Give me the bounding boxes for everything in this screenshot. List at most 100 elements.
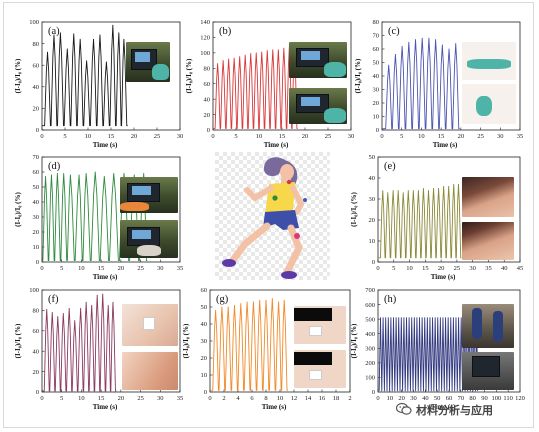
peak-point [443,186,444,187]
plot-frame [41,156,181,263]
peak-point [421,37,423,39]
figure-frame [3,2,534,428]
peak-point [227,306,229,308]
x-tick-label: 0 [376,265,379,272]
x-tick-label: 5 [60,395,63,402]
peak-point [107,304,109,306]
y-tick-label: 40 [201,321,208,328]
panel-label: (a) [48,26,60,37]
peak-point [401,45,403,47]
peak-point [388,64,390,66]
y-tick-label: 10 [201,372,208,379]
panel-label: (f) [48,294,59,305]
peak-point [415,39,416,40]
peak-point [60,32,61,34]
y-axis-label: (I-I₀)/I₀ (%) [14,191,22,226]
peak-point [382,190,384,191]
y-tick-label: 60 [33,169,40,176]
x-tick-label: 100 [491,395,501,402]
x-tick-label: 0 [208,395,211,402]
peak-point [240,303,242,304]
y-tick-label: 30 [33,214,40,221]
y-tick-label: 10 [33,244,40,251]
y-tick-label: 0 [36,389,39,396]
peak-point [45,176,46,177]
x-tick-label: 35 [177,395,184,402]
y-tick-label: 30 [373,87,380,94]
peak-point [234,304,235,306]
y-tick-label: 100 [29,287,39,294]
y-axis-label: (I-I₀)/I₀ (%) [182,323,190,358]
y-tick-label: 0 [372,389,375,396]
y-tick-label: 20 [373,100,380,107]
y-tick-label: 80 [204,65,211,72]
inset-photo-d2 [120,220,178,258]
inset-photo-f2 [122,352,178,390]
peak-point [73,33,75,35]
y-tick-label: 100 [200,50,210,57]
peak-point [215,310,216,311]
peak-point [458,183,459,185]
x-tick-label: 40 [422,395,429,402]
inset-photo-f1 [122,304,178,346]
x-tick-label: 30 [410,395,417,402]
inset-photo-a [126,42,170,82]
x-tick-label: 20 [118,395,125,402]
x-tick-label: 18 [333,395,340,402]
watermark-text: 材料分析与应用 [416,404,493,417]
x-tick-label: 60 [446,395,453,402]
x-axis-label: Time (s) [93,273,118,281]
y-tick-label: 600 [365,302,375,309]
y-tick-label: 500 [365,316,375,323]
panel-label: (d) [48,161,61,172]
series-line [213,46,298,129]
x-tick-label: 30 [157,265,164,272]
peak-point [68,308,70,309]
peak-point [387,192,389,194]
inset-photo-h1 [462,304,514,348]
chart-panel-8: 0 10 20 30 40 50 60 70 80 90 100 110 120010020030040… [350,287,525,411]
panel-label: (b) [219,26,232,37]
x-axis-label: Time (s) [433,141,458,149]
peak-point [418,190,419,191]
y-tick-label: 50 [373,60,380,67]
peak-point [433,188,434,189]
peak-point [106,61,107,63]
peak-point [448,186,450,187]
peak-point [51,312,53,313]
y-tick-label: 100 [29,19,39,26]
series-line [42,24,128,127]
peak-point [259,299,261,301]
y-tick-label: 0 [207,127,210,134]
x-tick-label: 25 [137,395,144,402]
panel-label: (h) [384,294,397,305]
peak-point [455,43,457,44]
x-tick-label: 45 [517,265,524,272]
inset-photo-b1 [289,42,347,78]
x-tick-label: 10 [256,133,263,140]
x-tick-label: 0 [40,133,43,140]
x-tick-label: 20 [118,265,125,272]
peak-point [283,299,285,301]
x-tick-label: 15 [438,133,445,140]
plot-frame [377,156,521,263]
x-tick-label: 10 [277,395,284,402]
x-tick-label: 5 [234,133,237,140]
peak-point [412,190,414,191]
y-tick-label: 400 [365,331,375,338]
x-tick-label: 25 [454,265,461,272]
peak-point [441,44,443,46]
peak-point [407,190,409,191]
x-tick-label: 10 [78,265,85,272]
peak-point [57,173,58,174]
y-tick-label: 60 [201,287,208,294]
x-tick-label: 12 [291,395,298,402]
y-tick-label: 300 [365,345,375,352]
peak-point [47,51,48,53]
peak-point [397,190,399,191]
x-tick-label: 14 [305,395,312,402]
y-tick-label: 30 [201,338,208,345]
y-tick-label: 50 [201,304,208,311]
x-tick-label: 20 [438,265,445,272]
peak-point [435,39,436,40]
